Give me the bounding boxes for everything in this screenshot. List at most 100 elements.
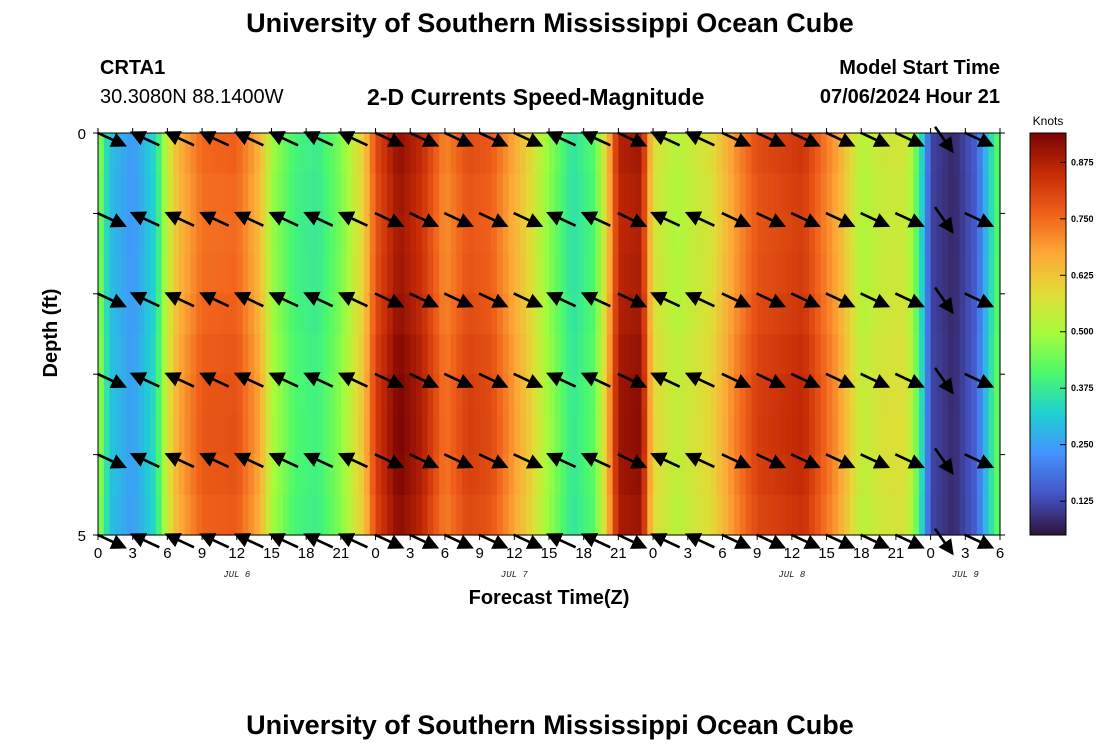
heatmap-cell [236, 374, 244, 415]
heatmap-cell [531, 213, 539, 255]
heatmap-cell [387, 334, 394, 375]
heatmap-cell [803, 414, 810, 456]
heatmap-cell [745, 253, 752, 295]
heatmap-cell [537, 213, 544, 255]
heatmap-cell [381, 293, 388, 335]
heatmap-cell [502, 253, 510, 295]
heatmap-cell [595, 173, 602, 214]
heatmap-cell [363, 173, 371, 214]
heatmap-cell [294, 414, 301, 456]
current-vector-arrow [933, 367, 954, 395]
heatmap-cell [416, 374, 423, 415]
heatmap-cell [167, 213, 174, 255]
heatmap-cell [225, 293, 232, 335]
heatmap-cell [167, 293, 174, 335]
heatmap-cell [982, 253, 990, 295]
heatmap-cell [895, 334, 903, 375]
heatmap-cell [491, 213, 498, 255]
current-vector-arrow [164, 533, 195, 549]
heatmap-cell [710, 173, 718, 214]
heatmap-cell [670, 454, 677, 496]
heatmap-cell [757, 334, 764, 375]
heatmap-cell [421, 374, 429, 415]
heatmap-cell [734, 213, 741, 255]
heatmap-cell [867, 374, 874, 415]
heatmap-cell [277, 334, 284, 375]
heatmap-cell [543, 133, 550, 174]
x-tick-label: 18 [575, 545, 592, 562]
current-vector-arrow [303, 291, 334, 308]
heatmap-cell [317, 494, 325, 536]
heatmap-cell [496, 414, 504, 456]
heatmap-cell [612, 213, 619, 255]
heatmap-cell [115, 213, 122, 255]
heatmap-cell [658, 374, 666, 415]
heatmap-cell [734, 334, 741, 375]
current-vector-arrow [443, 372, 474, 389]
heatmap-cell [132, 334, 140, 375]
heatmap-cell [138, 374, 145, 415]
heatmap-cell [525, 494, 533, 536]
current-vector-arrow [374, 453, 405, 469]
heatmap-cell [618, 454, 625, 496]
heatmap-cell [884, 133, 891, 174]
heatmap-cell [300, 133, 307, 174]
heatmap-cell [976, 414, 984, 456]
current-vector-arrow [790, 292, 821, 308]
x-tick-label: 3 [129, 545, 137, 562]
heatmap-cell [971, 494, 978, 536]
heatmap-cell [178, 293, 186, 335]
current-vector-arrow [721, 453, 752, 469]
heatmap-cell [525, 334, 533, 375]
heatmap-cell [768, 494, 776, 536]
heatmap-cell [699, 334, 706, 375]
heatmap-cell [387, 133, 394, 174]
heatmap-cell [514, 334, 521, 375]
heatmap-cell [248, 133, 255, 174]
heatmap-cell [381, 213, 388, 255]
heatmap-cell [901, 213, 909, 255]
heatmap-cell [254, 454, 261, 496]
heatmap-cell [392, 253, 400, 295]
heatmap-cell [595, 133, 602, 174]
heatmap-cell [549, 213, 556, 255]
heatmap-cell [849, 253, 857, 295]
heatmap-cell [178, 334, 186, 375]
heatmap-cell [520, 213, 527, 255]
heatmap-cell [664, 454, 672, 496]
heatmap-cell [635, 494, 643, 536]
heatmap-cell [838, 454, 845, 496]
heatmap-cell [901, 454, 909, 496]
current-vector-arrow [129, 372, 160, 388]
heatmap-cell [340, 494, 348, 536]
heatmap-cell [560, 374, 567, 415]
heatmap-cell [641, 374, 648, 415]
heatmap-cell [826, 374, 833, 415]
page-title: University of Southern Mississippi Ocean… [246, 8, 854, 38]
heatmap-cell [479, 253, 486, 295]
current-vector-arrow [650, 452, 681, 469]
heatmap-cell [861, 253, 868, 295]
heatmap-cell [335, 414, 342, 456]
heatmap-cell [976, 494, 984, 536]
heatmap-cell [820, 374, 828, 415]
current-vector-arrow [96, 131, 127, 147]
colorbar-tick-label: 0.625 [1071, 270, 1094, 280]
heatmap-cell [705, 454, 712, 496]
heatmap-cell [734, 454, 741, 496]
heatmap-cell [560, 494, 567, 536]
heatmap-cell [843, 253, 851, 295]
heatmap-cell [549, 414, 556, 456]
heatmap-cell [398, 454, 406, 496]
heatmap-cell [346, 133, 354, 174]
current-vector-arrow [374, 131, 405, 147]
heatmap-cell [473, 133, 481, 174]
current-vector-arrow [303, 533, 334, 549]
heatmap-cell [861, 414, 868, 456]
heatmap-cell [543, 173, 550, 214]
heatmap-cell [710, 253, 718, 295]
heatmap-cell [913, 293, 920, 335]
heatmap-cell [150, 494, 157, 536]
heatmap-cell [988, 173, 995, 214]
heatmap-cell [329, 454, 336, 496]
